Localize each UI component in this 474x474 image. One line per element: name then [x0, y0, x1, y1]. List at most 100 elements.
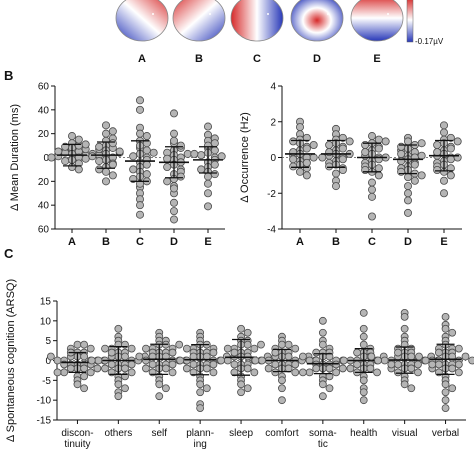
data-point — [453, 137, 462, 146]
data-point — [209, 348, 218, 357]
data-point — [331, 182, 340, 191]
data-point — [127, 368, 136, 377]
data-point — [135, 129, 144, 138]
data-point — [441, 388, 450, 397]
topomap-B — [172, 0, 226, 42]
data-point — [380, 356, 389, 365]
data-point — [183, 149, 192, 158]
data-point — [129, 165, 138, 174]
data-point — [243, 328, 252, 337]
data-point — [278, 376, 286, 385]
x-tick-label: soma-tic — [309, 428, 337, 450]
y-tick-label: 40 — [38, 105, 50, 116]
data-point — [230, 360, 239, 369]
x-tick-label: E — [440, 236, 447, 248]
data-point — [271, 348, 280, 357]
data-point — [161, 384, 170, 393]
data-point — [95, 165, 104, 174]
data-point — [394, 360, 402, 369]
data-point — [439, 128, 448, 137]
data-point — [434, 360, 443, 369]
panel-label: B — [4, 68, 13, 83]
data-point — [359, 388, 368, 397]
data-point — [73, 380, 82, 389]
data-point — [278, 384, 286, 393]
data-point — [135, 105, 144, 114]
y-tick-label: 0 — [45, 356, 51, 367]
x-tick-label-line: sleep — [229, 428, 253, 439]
data-point — [454, 344, 463, 353]
y-tick-label: -4 — [267, 225, 276, 236]
data-point — [338, 133, 347, 142]
topomap-label: A — [138, 53, 146, 65]
data-point — [196, 380, 205, 389]
data-point — [468, 356, 474, 365]
data-point — [446, 171, 455, 180]
data-point — [325, 364, 334, 373]
x-tick-label: verbal — [432, 428, 459, 439]
data-point — [169, 184, 178, 193]
x-tick-label-line: discon- — [61, 428, 93, 439]
data-point — [289, 162, 298, 171]
data-point — [101, 364, 109, 373]
chart-arsq: C 15 10 5 0 -5 -10 -15 Δ Spontaneous cognition (… — [4, 246, 474, 450]
y-tick-label: 40 — [38, 201, 50, 212]
data-point — [441, 324, 450, 333]
color-scale-bar — [406, 0, 414, 43]
data-point — [53, 368, 62, 377]
data-point — [155, 392, 164, 401]
y-tick-label: -2 — [267, 189, 276, 200]
data-point — [197, 151, 206, 160]
data-point — [359, 324, 368, 333]
data-point — [446, 144, 455, 153]
data-point — [168, 360, 177, 369]
data-point — [93, 364, 102, 373]
data-point — [230, 348, 239, 357]
x-tick-label-line: visual — [392, 428, 418, 439]
data-point — [433, 166, 442, 175]
data-point — [142, 364, 150, 373]
data-point — [163, 154, 172, 163]
data-point — [367, 178, 376, 187]
data-point — [142, 146, 151, 155]
data-point — [202, 384, 211, 393]
x-tick-label: visual — [392, 428, 418, 439]
data-point — [135, 352, 144, 361]
topomap-label: C — [253, 53, 261, 65]
data-point — [339, 356, 348, 365]
topomap-marker — [327, 13, 329, 15]
data-point — [421, 356, 430, 365]
data-point — [318, 328, 327, 337]
data-point — [53, 356, 62, 365]
data-point — [295, 123, 304, 132]
data-point — [129, 152, 138, 161]
x-tick-label: comfort — [265, 428, 299, 439]
data-point — [338, 155, 347, 164]
data-point — [121, 352, 129, 361]
data-point — [176, 356, 185, 365]
data-point — [115, 147, 124, 156]
data-point — [81, 140, 90, 149]
data-point — [454, 368, 463, 377]
data-point — [155, 380, 164, 389]
data-point — [361, 140, 370, 149]
data-point — [387, 360, 396, 369]
data-point — [397, 142, 406, 151]
data-point — [318, 316, 327, 325]
data-point — [446, 133, 455, 142]
data-point — [102, 129, 111, 138]
topomap-marker — [267, 13, 269, 15]
data-point — [80, 372, 88, 381]
data-point — [74, 165, 83, 174]
data-point — [203, 179, 212, 188]
data-point — [54, 147, 63, 156]
data-point — [190, 149, 199, 158]
data-point — [121, 364, 129, 373]
data-point — [148, 360, 157, 369]
data-point — [439, 121, 448, 130]
data-point — [325, 352, 334, 361]
data-point — [197, 165, 206, 174]
y-tick-label: 0 — [43, 153, 49, 164]
y-tick-label: -15 — [37, 416, 52, 427]
topomap-C — [230, 0, 284, 42]
